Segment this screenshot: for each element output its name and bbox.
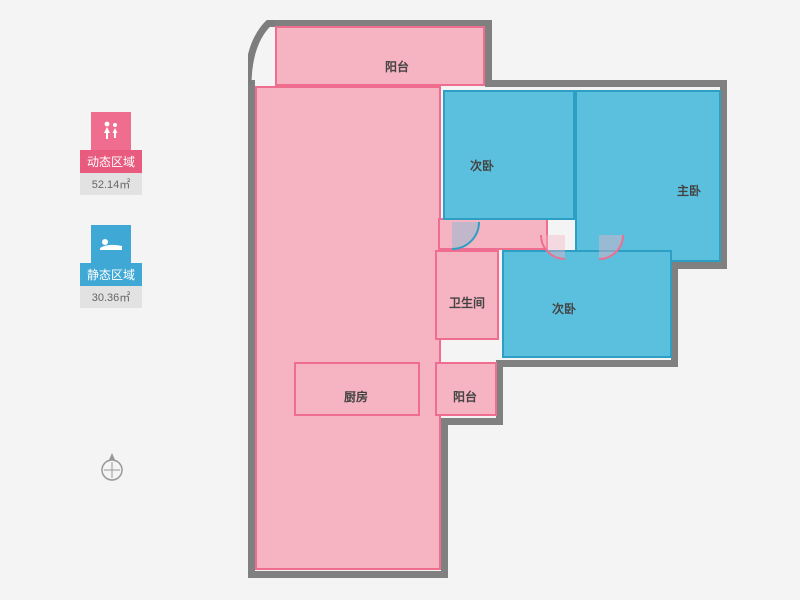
room-balcony-top: 阳台 [275, 26, 485, 86]
room-label: 次卧 [470, 157, 494, 174]
wall-segment [671, 262, 727, 269]
legend-dynamic: 动态区域 52.14㎡ [80, 112, 142, 195]
room-label: 阳台 [453, 388, 477, 405]
room-bedroom-sec-2: 次卧 [502, 250, 672, 358]
wall-segment [441, 418, 503, 425]
room-bedroom-sec-1: 次卧 [443, 90, 575, 220]
room-balcony-small: 阳台 [435, 362, 497, 416]
floorplan: 阳台客餐厅卫生间厨房阳台次卧主卧次卧 [240, 18, 725, 588]
legend-static-value: 30.36㎡ [80, 286, 142, 308]
room-bedroom-master: 主卧 [575, 90, 721, 262]
legend-static-label: 静态区域 [80, 263, 142, 286]
legend-dynamic-value: 52.14㎡ [80, 173, 142, 195]
wall-segment [248, 571, 448, 578]
wall-segment [248, 80, 255, 578]
room-label: 次卧 [552, 300, 576, 317]
sleep-icon [91, 225, 131, 263]
room-label: 主卧 [677, 182, 701, 199]
legend-dynamic-label: 动态区域 [80, 150, 142, 173]
room-living-dining: 客餐厅 [255, 86, 441, 570]
room-kitchen: 厨房 [294, 362, 420, 416]
wall-segment [496, 360, 503, 425]
compass-icon [95, 450, 129, 489]
wall-segment [441, 418, 448, 578]
room-bathroom: 卫生间 [435, 250, 499, 340]
legend-panel: 动态区域 52.14㎡ 静态区域 30.36㎡ [80, 112, 142, 338]
wall-segment [720, 83, 727, 269]
people-icon [91, 112, 131, 150]
wall-segment [485, 20, 492, 85]
wall-segment [496, 360, 678, 367]
wall-segment [485, 80, 727, 87]
wall-segment [671, 262, 678, 367]
room-label: 厨房 [344, 388, 368, 405]
room-label: 阳台 [385, 58, 409, 75]
wall-curve [248, 20, 278, 90]
room-label: 卫生间 [449, 294, 485, 311]
legend-static: 静态区域 30.36㎡ [80, 225, 142, 308]
